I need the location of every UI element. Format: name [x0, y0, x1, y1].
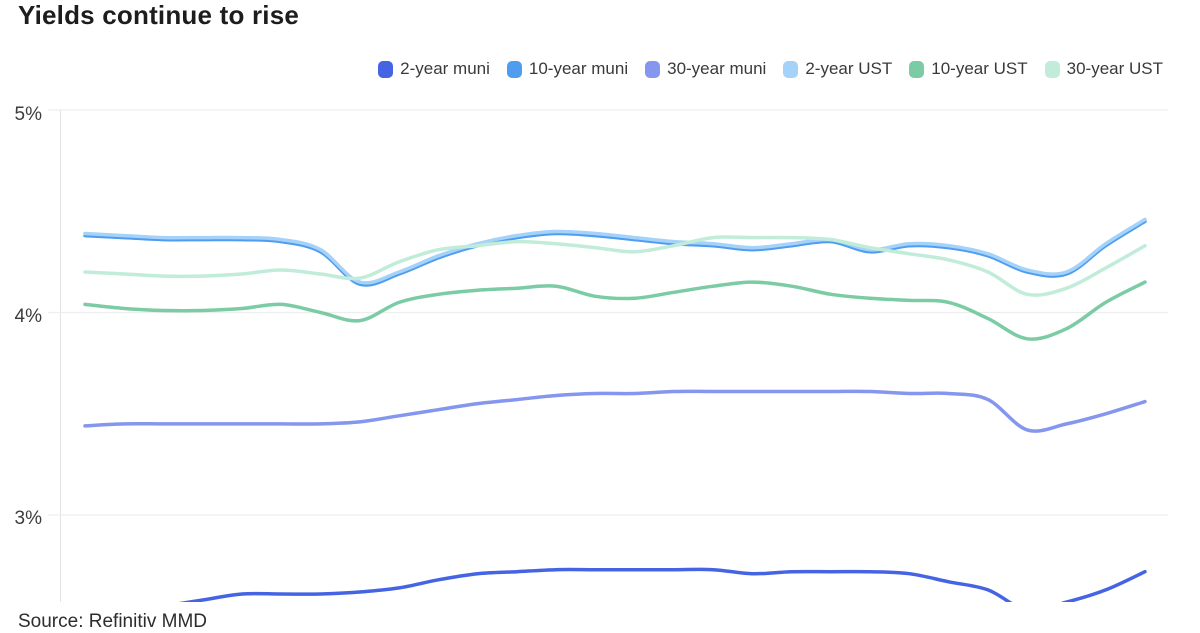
legend-swatch-icon: [909, 60, 925, 78]
legend-item-2-year-muni: 2-year muni: [378, 59, 490, 79]
legend-item-30-year-muni: 30-year muni: [645, 59, 766, 79]
line-2-year-ust: [83, 217, 1147, 285]
legend-label: 30-year muni: [667, 59, 767, 78]
line-30-year-muni: [83, 389, 1147, 433]
legend-label: 2-year muni: [400, 59, 490, 78]
y-axis-tick-4pct: 4%: [14, 306, 42, 327]
line-2-year-muni: [178, 567, 1147, 602]
legend-swatch-icon: [506, 60, 522, 78]
y-axis-tick-3pct: 3%: [14, 508, 42, 529]
legend-item-10-year-ust: 10-year UST: [909, 59, 1028, 79]
legend-item-10-year-muni: 10-year muni: [506, 59, 629, 79]
y-axis-tick-5pct: 5%: [14, 104, 42, 125]
legend-swatch-icon: [783, 60, 799, 78]
source-attribution: Source: Refinitiv MMD: [18, 611, 207, 632]
legend-swatch-icon: [378, 60, 394, 78]
legend-item-2-year-ust: 2-year UST: [783, 59, 892, 79]
legend-item-30-year-ust: 30-year UST: [1044, 59, 1163, 79]
line-30-year-ust: [83, 235, 1147, 297]
legend-label: 2-year UST: [805, 59, 893, 78]
legend-label: 10-year muni: [528, 59, 629, 78]
line-10-year-ust: [83, 280, 1147, 341]
legend: 2-year muni 10-year muni 30-year muni 2-…: [378, 57, 1163, 81]
yield-line-chart: [48, 109, 1168, 602]
legend-label: 10-year UST: [931, 59, 1028, 78]
legend-swatch-icon: [645, 60, 661, 78]
line-10-year-muni: [83, 219, 1147, 287]
legend-swatch-icon: [1044, 60, 1060, 78]
legend-label: 30-year UST: [1066, 59, 1163, 78]
chart-title: Yields continue to rise: [18, 0, 300, 30]
